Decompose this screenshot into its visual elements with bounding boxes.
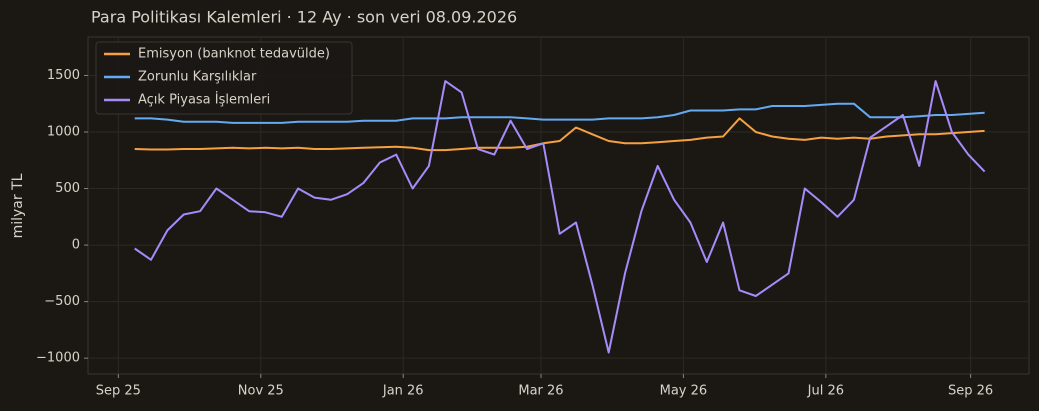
y-tick-label: −1000 [36,351,80,366]
legend-box [95,41,353,115]
legend-label: Zorunlu Karşılıklar [138,70,257,85]
y-tick-label: 1000 [47,124,80,139]
legend-label: Açık Piyasa İşlemleri [138,92,270,108]
plot-frame [87,36,1030,375]
x-tick-label: Sep 26 [948,384,993,399]
x-tick-label: May 26 [660,384,708,399]
chart-title: Para Politikası Kalemleri · 12 Ay · son … [91,8,517,27]
series-line [134,102,985,124]
x-tick-label: Jul 26 [807,384,844,399]
series-line [134,80,986,354]
y-tick-label: 0 [72,238,80,253]
series-line [134,117,985,152]
x-tick-label: Nov 25 [238,384,284,399]
x-tick-label: Sep 25 [96,384,141,399]
y-tick-label: 500 [55,181,80,196]
x-tick-label: Mar 26 [518,384,563,399]
x-tick-label: Jan 26 [382,384,424,399]
legend-label: Emisyon (banknot tedavülde) [138,47,330,62]
y-tick-label: 1500 [47,68,80,83]
y-axis-label: milyar TL [10,173,26,238]
y-tick-label: −500 [44,294,80,309]
